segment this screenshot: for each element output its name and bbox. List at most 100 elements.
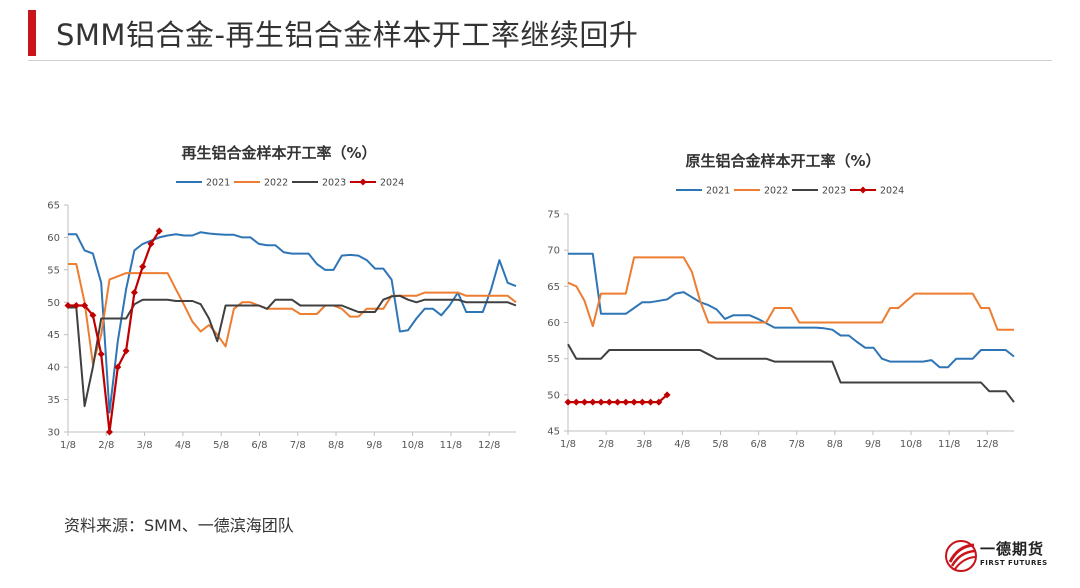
chart-title: 再生铝合金样本开工率（%） xyxy=(181,144,376,162)
x-tick-label: 10/8 xyxy=(900,439,922,450)
chart-primary-alloy: 原生铝合金样本开工率（%） 2021 2022 2023 2024 45 50 55 60 65 7… xyxy=(538,148,1028,458)
y-tick-label: 65 xyxy=(47,201,60,212)
title-accent-bar xyxy=(28,10,36,56)
data-point-2024 xyxy=(647,398,655,406)
series-line-2024 xyxy=(68,230,161,434)
data-point-2024 xyxy=(589,398,597,406)
x-tick-label: 3/8 xyxy=(636,439,652,450)
page-title: SMM铝合金-再生铝合金样本开工率继续回升 xyxy=(56,18,639,52)
x-tick-label: 5/8 xyxy=(213,440,229,451)
data-point-2024 xyxy=(105,428,113,436)
legend-item-2023: 2023 xyxy=(792,186,846,197)
x-tick-label: 1/8 xyxy=(560,439,576,450)
y-tick-label: 60 xyxy=(47,233,60,244)
legend-item-2022: 2022 xyxy=(734,186,788,197)
data-point-2024 xyxy=(622,398,630,406)
series-line-2021 xyxy=(568,252,1015,369)
y-tick-label: 45 xyxy=(47,330,60,341)
series-line-2023 xyxy=(567,343,1015,403)
chart-recycled-alloy-svg: 再生铝合金样本开工率（%） 2021 2022 2023 2024 30 35 40 45 50 5… xyxy=(47,144,517,451)
x-tick-label: 2/8 xyxy=(98,440,114,451)
y-tick-label: 30 xyxy=(47,428,60,439)
logo-subtitle: FIRST FUTURES xyxy=(980,559,1048,567)
y-tick-label: 50 xyxy=(47,298,60,309)
chart-recycled-alloy: 再生铝合金样本开工率（%） 2021 2022 2023 2024 30 35 40 45 50 5… xyxy=(34,140,524,470)
y-tick-label: 55 xyxy=(47,265,60,276)
y-tick-label: 50 xyxy=(547,390,560,401)
logo-mark-icon xyxy=(945,540,977,572)
title-divider xyxy=(28,60,1052,61)
data-point-2024 xyxy=(581,398,589,406)
y-tick-label: 55 xyxy=(547,354,560,365)
legend-marker xyxy=(359,178,367,186)
data-point-2024 xyxy=(64,302,72,310)
data-point-2024 xyxy=(139,263,147,271)
data-point-2024 xyxy=(130,289,138,297)
y-tick-label: 75 xyxy=(547,210,560,221)
legend-item-2021: 2021 xyxy=(676,186,730,197)
series-line-2022 xyxy=(68,263,517,365)
company-logo: 一德期货 FIRST FUTURES xyxy=(944,536,1054,580)
series-line-2022 xyxy=(567,256,1014,331)
legend-item-2022: 2022 xyxy=(234,178,288,189)
data-point-2024 xyxy=(72,302,80,310)
x-tick-label: 1/8 xyxy=(60,440,76,451)
data-point-2024 xyxy=(122,347,130,355)
x-tick-label: 5/8 xyxy=(712,439,728,450)
x-tick-label: 6/8 xyxy=(751,439,767,450)
legend-label: 2024 xyxy=(380,178,404,189)
data-point-2024 xyxy=(655,398,663,406)
legend-item-2023: 2023 xyxy=(292,178,346,189)
legend-item-2024: 2024 xyxy=(850,186,904,197)
data-point-2024 xyxy=(89,311,97,319)
y-tick-label: 60 xyxy=(547,318,560,329)
x-tick-label: 4/8 xyxy=(674,439,690,450)
x-tick-label: 11/8 xyxy=(440,440,462,451)
legend-label: 2021 xyxy=(706,186,730,197)
legend-item-2021: 2021 xyxy=(176,178,230,189)
y-tick-label: 70 xyxy=(547,246,560,257)
y-tick-label: 35 xyxy=(47,395,60,406)
y-tick-label: 40 xyxy=(47,363,60,374)
x-tick-label: 9/8 xyxy=(366,440,382,451)
legend-label: 2022 xyxy=(264,178,288,189)
legend-item-2024: 2024 xyxy=(350,178,404,189)
x-tick-label: 10/8 xyxy=(401,440,423,451)
y-tick-label: 65 xyxy=(547,282,560,293)
x-tick-label: 7/8 xyxy=(789,439,805,450)
data-point-2024 xyxy=(114,363,122,371)
logo-name: 一德期货 xyxy=(980,540,1045,558)
source-note: 资料来源：SMM、一德滨海团队 xyxy=(64,516,294,535)
series-line-2023 xyxy=(68,294,517,408)
data-point-2024 xyxy=(663,391,671,399)
legend-label: 2023 xyxy=(822,186,846,197)
legend-label: 2024 xyxy=(880,186,904,197)
data-point-2024 xyxy=(630,398,638,406)
legend-marker xyxy=(859,186,867,194)
x-tick-label: 2/8 xyxy=(598,439,614,450)
legend-label: 2021 xyxy=(206,178,230,189)
x-tick-label: 9/8 xyxy=(865,439,881,450)
x-tick-label: 8/8 xyxy=(827,439,843,450)
chart-title: 原生铝合金样本开工率（%） xyxy=(685,152,880,170)
x-tick-label: 7/8 xyxy=(290,440,306,451)
x-tick-label: 6/8 xyxy=(251,440,267,451)
data-point-2024 xyxy=(564,398,572,406)
data-point-2024 xyxy=(97,350,105,358)
x-tick-label: 3/8 xyxy=(137,440,153,451)
data-point-2024 xyxy=(155,227,163,235)
x-tick-label: 11/8 xyxy=(938,439,960,450)
legend-label: 2022 xyxy=(764,186,788,197)
data-point-2024 xyxy=(597,398,605,406)
x-tick-label: 8/8 xyxy=(328,440,344,451)
x-tick-label: 12/8 xyxy=(478,440,500,451)
data-point-2024 xyxy=(614,398,622,406)
data-point-2024 xyxy=(147,240,155,248)
data-point-2024 xyxy=(81,302,89,310)
x-tick-label: 4/8 xyxy=(175,440,191,451)
chart-primary-alloy-svg: 原生铝合金样本开工率（%） 2021 2022 2023 2024 45 50 55 60 65 7… xyxy=(547,152,1015,450)
x-tick-label: 12/8 xyxy=(976,439,998,450)
data-point-2024 xyxy=(605,398,613,406)
series-line-2021 xyxy=(68,231,517,414)
y-tick-label: 45 xyxy=(547,427,560,438)
